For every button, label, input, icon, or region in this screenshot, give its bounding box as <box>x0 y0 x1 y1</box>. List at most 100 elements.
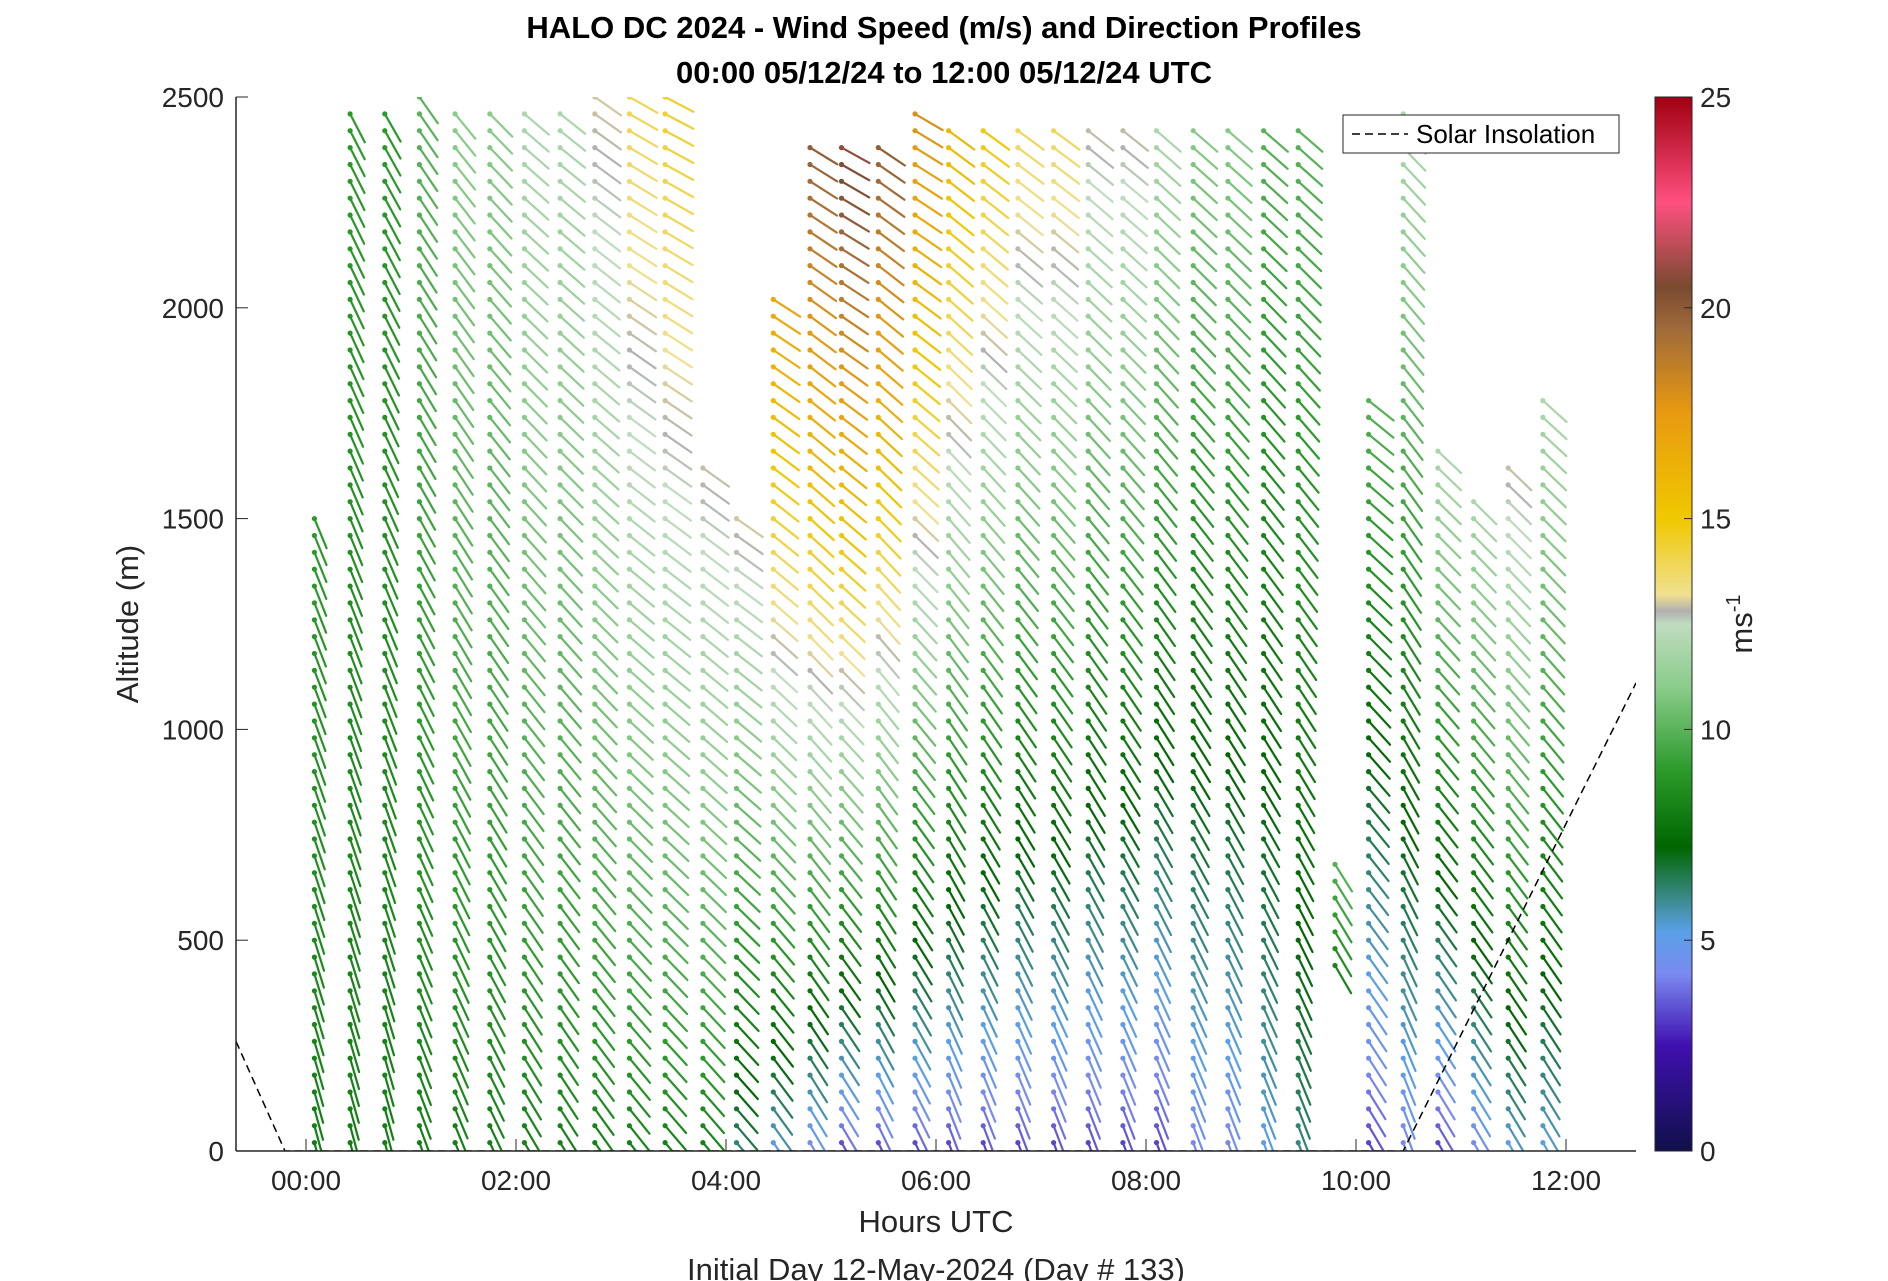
wind-barb <box>1192 298 1217 324</box>
wind-barb-dot <box>1366 870 1372 876</box>
wind-barb-dot <box>311 701 317 707</box>
wind-barb-dot <box>946 853 952 859</box>
wind-barb-dot <box>452 1072 458 1078</box>
wind-barb-dot <box>1366 583 1372 589</box>
wind-barb <box>1226 365 1251 392</box>
wind-barb <box>1192 416 1216 443</box>
wind-barb <box>349 382 365 414</box>
wind-barb <box>628 871 653 897</box>
wind-barb <box>735 652 763 675</box>
wind-barb-dot <box>662 195 668 201</box>
wind-barb <box>454 112 477 140</box>
wind-barb <box>1262 669 1283 699</box>
wind-barb-dot <box>592 752 598 758</box>
wind-barb <box>1087 939 1104 970</box>
wind-barb-dot <box>521 212 528 218</box>
wind-barb <box>1226 197 1253 222</box>
wind-barb-dot <box>875 195 881 201</box>
wind-barb-dot <box>662 263 668 269</box>
wind-barb-dot <box>1015 195 1021 201</box>
wind-barb-dot <box>1190 128 1196 134</box>
wind-barb <box>1052 939 1070 970</box>
wind-barb <box>772 854 797 881</box>
wind-barb <box>701 500 730 522</box>
wind-barb <box>1121 719 1142 749</box>
wind-barb-dot <box>347 752 353 758</box>
wind-barb <box>558 230 586 254</box>
wind-barb <box>735 905 761 930</box>
wind-barb-dot <box>521 954 528 960</box>
wind-barb <box>1402 348 1425 376</box>
wind-barb <box>808 247 838 268</box>
wind-barb <box>558 669 583 696</box>
wind-barb-dot <box>662 381 668 387</box>
wind-barb <box>558 955 580 985</box>
wind-barb-dot <box>382 785 388 792</box>
wind-barb <box>1541 939 1563 968</box>
wind-barb <box>735 1073 759 1101</box>
wind-barb <box>383 416 400 448</box>
wind-barb <box>558 1124 578 1151</box>
wind-barb-dot <box>592 870 598 876</box>
wind-barb <box>913 1006 933 1037</box>
wind-barb <box>523 753 546 782</box>
wind-barb-dot <box>626 684 633 690</box>
wind-barb-dot <box>557 903 563 910</box>
wind-barb <box>628 854 653 880</box>
wind-barb-dot <box>875 347 881 353</box>
wind-barb-dot <box>875 246 881 252</box>
wind-barb <box>313 1107 325 1141</box>
wind-barb <box>454 551 474 581</box>
wind-barb <box>1226 298 1252 324</box>
wind-barb <box>488 247 513 274</box>
wind-barb-dot <box>1295 735 1301 741</box>
wind-barb <box>947 770 967 800</box>
wind-barb-dot <box>1366 634 1372 640</box>
wind-barb <box>628 1073 651 1101</box>
wind-barb-dot <box>838 263 845 269</box>
wind-barb-dot <box>838 735 845 741</box>
wind-barb <box>1192 264 1218 290</box>
wind-barb-dot <box>626 347 633 353</box>
wind-barb-dot <box>662 988 668 994</box>
wind-barb-dot <box>626 583 633 589</box>
wind-barb-dot <box>1435 650 1441 657</box>
wind-barb-dot <box>416 229 422 235</box>
wind-barb-dot <box>662 684 668 690</box>
wind-barb <box>701 466 731 488</box>
wind-barb <box>383 955 396 989</box>
wind-barb-dot <box>875 769 881 775</box>
wind-barb-dot <box>557 853 563 859</box>
wind-barb-dot <box>1153 903 1160 910</box>
wind-barb-dot <box>1015 769 1021 775</box>
wind-barb <box>982 500 1006 527</box>
wind-barb <box>454 635 473 666</box>
wind-barb <box>808 821 832 849</box>
wind-barb-dot <box>1505 988 1511 994</box>
wind-barb-dot <box>1085 381 1091 387</box>
wind-barb-dot <box>1295 971 1301 977</box>
wind-barb <box>701 770 728 795</box>
wind-barb-dot <box>487 381 493 387</box>
wind-barb-dot <box>980 718 986 724</box>
wind-barb <box>808 652 834 678</box>
wind-barb <box>418 719 435 751</box>
wind-barb <box>1087 332 1113 357</box>
wind-barb-dot <box>1435 1106 1441 1112</box>
wind-barb <box>913 1090 931 1122</box>
wind-barb-dot <box>1153 1106 1160 1112</box>
wind-barb-dot <box>1015 398 1021 404</box>
wind-barb-dot <box>733 1038 740 1044</box>
wind-barb-dot <box>1190 1123 1196 1129</box>
wind-barb <box>808 1107 828 1138</box>
wind-barb-dot <box>1225 178 1231 184</box>
wind-barb <box>1507 1124 1525 1151</box>
wind-barb-dot <box>1120 1005 1126 1011</box>
plot-area: 00:00 02:00 04:00 06:00 08:00 10:00 12:00 0500… <box>162 82 1636 1196</box>
wind-barb <box>1367 686 1392 712</box>
wind-barb <box>593 534 620 559</box>
wind-barb-dot <box>838 752 845 758</box>
wind-barb <box>772 1090 794 1119</box>
wind-barb <box>982 180 1010 202</box>
wind-barb <box>628 348 657 370</box>
